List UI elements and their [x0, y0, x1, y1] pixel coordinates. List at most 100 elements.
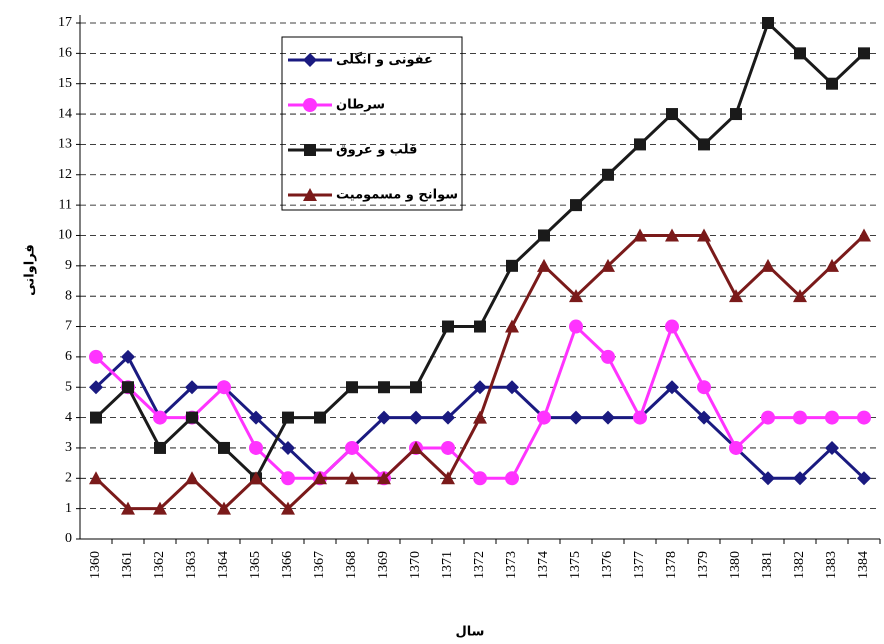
chart: سال فراوانی 0123456789101112131415161713…: [0, 0, 884, 644]
marker: [537, 411, 551, 425]
marker: [304, 144, 316, 156]
marker: [858, 47, 870, 59]
marker: [303, 98, 317, 112]
y-tick-label: 13: [58, 137, 72, 152]
marker: [666, 108, 678, 120]
x-tick-label: 1376: [600, 551, 615, 579]
y-tick-label: 2: [65, 471, 72, 486]
x-tick-label: 1382: [792, 551, 807, 579]
y-tick-label: 10: [58, 228, 72, 243]
y-tick-label: 12: [58, 167, 72, 182]
x-tick-label: 1383: [824, 551, 839, 579]
marker: [249, 441, 263, 455]
marker: [441, 441, 455, 455]
x-tick-label: 1365: [248, 551, 263, 579]
x-tick-label: 1378: [664, 551, 679, 579]
marker: [89, 350, 103, 364]
x-tick-label: 1380: [728, 551, 743, 579]
marker: [634, 138, 646, 150]
y-tick-label: 1: [65, 501, 72, 516]
marker: [762, 17, 774, 29]
marker: [153, 411, 167, 425]
legend-label: سرطان: [336, 98, 385, 113]
x-tick-label: 1373: [504, 551, 519, 579]
marker: [217, 380, 231, 394]
y-axis-label: فراوانی: [23, 244, 38, 296]
marker: [345, 441, 359, 455]
marker: [857, 411, 871, 425]
x-tick-label: 1364: [216, 551, 231, 579]
x-tick-label: 1381: [760, 551, 775, 579]
marker: [506, 260, 518, 272]
x-tick-label: 1384: [856, 551, 871, 579]
marker: [89, 471, 103, 484]
y-tick-label: 9: [65, 258, 72, 273]
marker: [570, 199, 582, 211]
x-tick-label: 1377: [632, 551, 647, 579]
marker: [729, 441, 743, 455]
legend-label: قلب و عروق: [336, 143, 417, 158]
marker: [378, 381, 390, 393]
x-tick-label: 1375: [568, 551, 583, 579]
y-tick-label: 6: [65, 349, 72, 364]
x-tick-label: 1371: [440, 551, 455, 579]
marker: [186, 412, 198, 424]
marker: [410, 381, 422, 393]
marker: [761, 259, 775, 272]
marker: [602, 169, 614, 181]
y-tick-label: 5: [65, 379, 72, 394]
marker: [154, 442, 166, 454]
marker: [569, 411, 583, 425]
marker: [761, 411, 775, 425]
y-tick-label: 8: [65, 288, 72, 303]
x-tick-label: 1361: [120, 551, 135, 579]
marker: [857, 228, 871, 241]
x-tick-label: 1362: [152, 551, 167, 579]
y-tick-label: 17: [58, 15, 72, 30]
x-tick-label: 1370: [408, 551, 423, 579]
series-line: [96, 327, 864, 479]
marker: [90, 412, 102, 424]
marker: [281, 471, 295, 485]
marker: [569, 320, 583, 334]
marker: [346, 381, 358, 393]
marker: [794, 47, 806, 59]
marker: [473, 411, 487, 424]
y-tick-label: 14: [58, 106, 72, 121]
marker: [218, 442, 230, 454]
marker: [538, 229, 550, 241]
marker: [442, 321, 454, 333]
marker: [665, 320, 679, 334]
legend-label: عفونی و انگلی: [336, 52, 433, 68]
marker: [697, 380, 711, 394]
y-tick-label: 3: [65, 440, 72, 455]
marker: [793, 411, 807, 425]
series-line: [96, 23, 864, 478]
page: سال فراوانی 0123456789101112131415161713…: [0, 0, 884, 644]
x-tick-label: 1369: [376, 551, 391, 579]
x-tick-label: 1360: [88, 551, 103, 579]
y-tick-label: 11: [59, 197, 72, 212]
x-tick-label: 1374: [536, 551, 551, 579]
marker: [473, 471, 487, 485]
marker: [505, 471, 519, 485]
marker: [698, 138, 710, 150]
marker: [826, 78, 838, 90]
marker: [282, 412, 294, 424]
marker: [505, 320, 519, 333]
x-tick-label: 1367: [312, 551, 327, 579]
marker: [633, 411, 647, 425]
x-tick-label: 1368: [344, 551, 359, 579]
y-tick-label: 16: [58, 46, 72, 61]
y-tick-label: 0: [65, 531, 72, 546]
y-tick-label: 4: [65, 410, 72, 425]
y-tick-label: 15: [58, 76, 72, 91]
marker: [409, 411, 423, 425]
y-tick-label: 7: [65, 319, 72, 334]
x-tick-label: 1363: [184, 551, 199, 579]
marker: [601, 411, 615, 425]
x-tick-label: 1372: [472, 551, 487, 579]
x-tick-label: 1379: [696, 551, 711, 579]
marker: [601, 350, 615, 364]
marker: [185, 471, 199, 484]
